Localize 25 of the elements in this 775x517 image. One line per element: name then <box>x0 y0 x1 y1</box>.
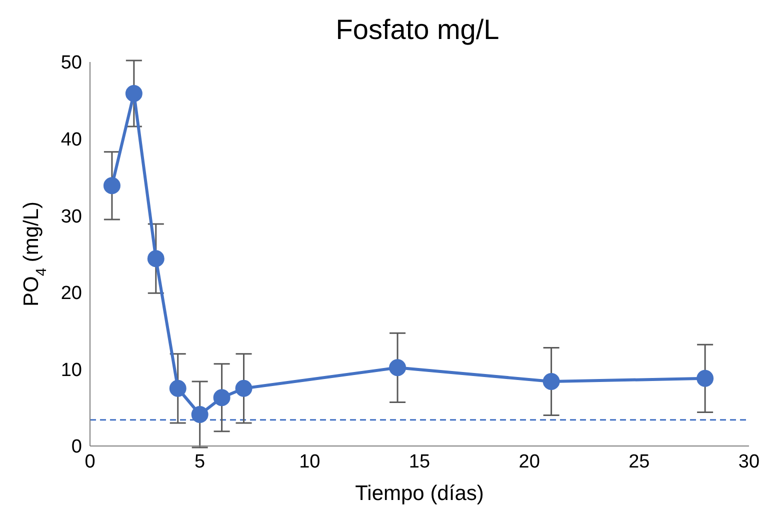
point <box>696 370 714 387</box>
point <box>125 84 142 102</box>
x-tick-label: 25 <box>628 451 650 472</box>
point <box>147 250 164 268</box>
point <box>169 380 186 397</box>
x-tick-label: 10 <box>299 451 320 472</box>
x-axis-title: Tiempo (días) <box>355 482 484 505</box>
point <box>191 406 208 424</box>
x-tick-label: 30 <box>738 451 760 472</box>
y-tick-label: 10 <box>60 360 82 381</box>
y-tick-label: 0 <box>71 436 82 458</box>
x-tick-label: 0 <box>84 451 96 472</box>
point <box>389 359 406 376</box>
x-tick-label: 15 <box>408 451 430 472</box>
y-tick-label: 30 <box>60 206 82 228</box>
x-tick-label: 20 <box>518 451 540 472</box>
y-tick-label: 50 <box>60 52 82 74</box>
x-tick-label: 5 <box>194 451 206 472</box>
point <box>542 372 560 390</box>
chart-title: Fosfato mg/L <box>334 13 500 47</box>
point <box>235 380 252 397</box>
y-tick-label: 40 <box>60 130 82 151</box>
point <box>103 177 120 194</box>
y-tick-label: 20 <box>60 283 82 304</box>
point <box>213 389 230 406</box>
